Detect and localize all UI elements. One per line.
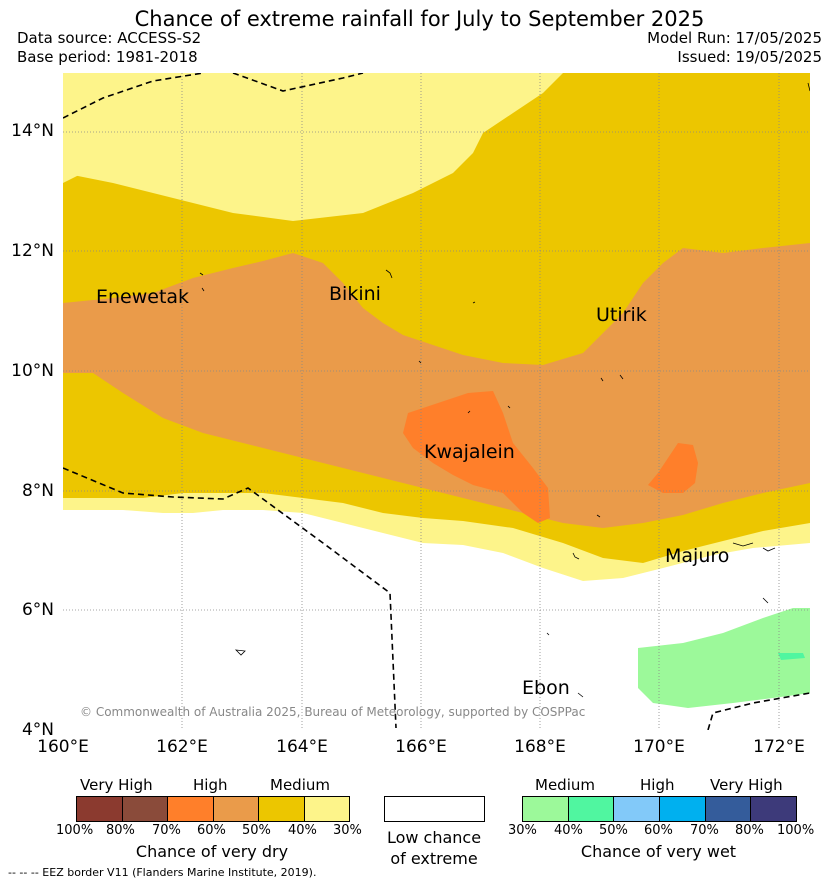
swatch-dry-high-2 [213,797,259,821]
legend-wet-header-medium: Medium [535,776,595,794]
legend-dry-tick: 40% [288,823,317,838]
swatch-dry-very-high-2 [77,797,123,821]
lon-label-162e: 162°E [156,737,208,757]
swatch-wet-very-high-1 [705,797,752,821]
lat-label-6n: 6°N [21,600,54,620]
swatch-wet-high-2 [660,797,706,821]
legend-low-swatch [384,796,485,822]
lat-label-8n: 8°N [21,481,54,501]
base-period: Base period: 1981-2018 [17,48,198,66]
lon-label-172e: 172°E [753,737,805,757]
lon-label-170e: 170°E [633,737,685,757]
legend-wet-tick: 30% [508,823,537,838]
zone-medium-wet [638,608,810,708]
legend-wet-tick: 100% [777,823,815,838]
legend-dry-header-very-high: Very High [80,776,153,794]
place-label-bikini: Bikini [329,283,381,305]
eez-footnote: -- -- -- EEZ border V11 (Flanders Marine… [8,866,317,879]
lon-label-168e: 168°E [514,737,566,757]
legend-wet-header-very-high: Very High [710,776,783,794]
data-source: Data source: ACCESS-S2 [17,29,202,47]
zone-high-dark-kwajalein [403,391,550,523]
zone-medium-light-patch [63,73,103,183]
rainfall-map [63,73,810,730]
legend-wet-tick: 50% [599,823,628,838]
legend-dry-header-medium: Medium [270,776,330,794]
legend-wet-tick: 70% [690,823,719,838]
place-label-majuro: Majuro [665,545,730,567]
lon-label-160e: 160°E [37,737,89,757]
place-label-ebon: Ebon [522,677,570,699]
legend-dry-header-high: High [193,776,228,794]
legend-dry-colorbar [76,796,350,822]
zone-high-dark-east [648,443,698,493]
zone-medium-wet-patch [778,653,805,660]
legend-dry-tick: 30% [333,823,362,838]
swatch-wet-medium-1 [523,797,569,821]
legend-dry-tick: 60% [197,823,226,838]
lat-label-12n: 12°N [11,241,54,261]
legend-low-line1: Low chance [386,828,482,847]
place-label-utirik: Utirik [596,304,647,326]
legend-dry-tick: 80% [106,823,135,838]
legend-wet-tick: 40% [554,823,583,838]
swatch-dry-very-high-1 [122,797,168,821]
lat-label-14n: 14°N [11,121,54,141]
legend-low-label: Low chance of extreme [364,827,504,869]
eez-border [63,73,810,730]
legend-dry-tick: 100% [56,823,94,838]
lon-label-166e: 166°E [395,737,447,757]
swatch-wet-medium-2 [568,797,615,821]
legend-dry-label: Chance of very dry [135,842,289,861]
place-label-kwajalein: Kwajalein [424,441,515,463]
swatch-wet-very-high-2 [751,797,797,821]
swatch-dry-medium-1 [259,797,305,821]
lat-label-4n: 4°N [21,720,54,740]
lat-label-10n: 10°N [11,361,54,381]
header-left: Data source: ACCESS-S2 Base period: 1981… [17,29,201,67]
legend-wet-colorbar [522,796,797,822]
place-label-enewetak: Enewetak [96,286,190,308]
model-run: Model Run: 17/05/2025 [647,29,822,47]
issued-date: Issued: 19/05/2025 [677,48,822,66]
legend-wet-label: Chance of very wet [580,842,737,861]
legend-wet-ticks: 30% 40% 50% 60% 70% 80% 100% [508,823,814,839]
chart-title: Chance of extreme rainfall for July to S… [134,7,705,31]
lon-label-164e: 164°E [276,737,328,757]
header-right: Model Run: 17/05/2025 Issued: 19/05/2025 [647,29,822,67]
legend-wet-header-high: High [640,776,675,794]
legend-wet-tick: 80% [735,823,764,838]
zone-high-light [63,243,810,528]
legend-dry-headers: Very High High Medium [76,776,348,794]
swatch-dry-medium-2 [304,797,349,821]
legend-dry-tick: 50% [242,823,271,838]
copyright-notice: © Commonwealth of Australia 2025, Bureau… [80,705,586,719]
legend-dry-tick: 70% [152,823,181,838]
swatch-wet-high-1 [614,797,661,821]
legend-low-line2: of extreme [390,849,478,868]
swatch-dry-high-1 [168,797,214,821]
legend-dry-ticks: 100% 80% 70% 60% 50% 40% 30% [56,823,362,839]
island-outlines [199,82,810,698]
legend-wet-tick: 60% [644,823,673,838]
legend-wet-headers: Medium High Very High [522,776,795,794]
